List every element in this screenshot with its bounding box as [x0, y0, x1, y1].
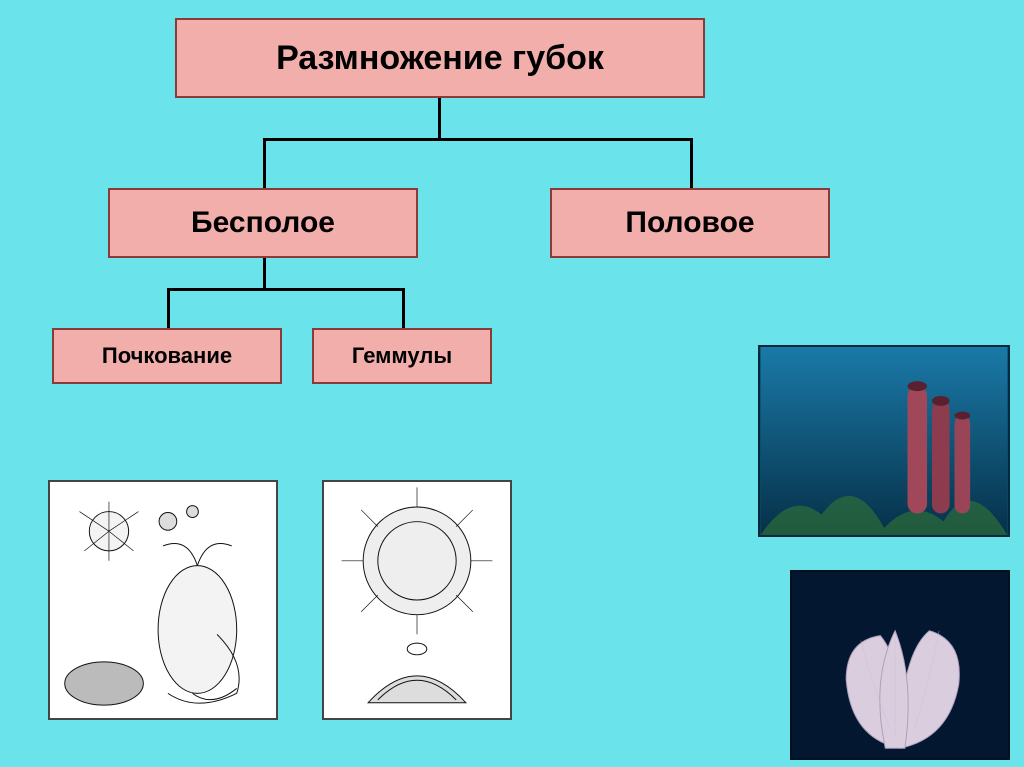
node-budding-label: Почкование: [102, 343, 232, 369]
node-root: Размножение губок: [175, 18, 705, 98]
node-budding: Почкование: [52, 328, 282, 384]
node-asexual: Бесполое: [108, 188, 418, 258]
node-root-label: Размножение губок: [276, 39, 604, 78]
node-asexual-label: Бесполое: [191, 206, 335, 240]
connector: [167, 288, 170, 328]
image-tube-sponge-photo: [758, 345, 1010, 537]
connector: [438, 98, 441, 138]
connector: [402, 288, 405, 328]
connector: [167, 288, 405, 291]
connector: [263, 138, 693, 141]
image-gemmule-sketch: [322, 480, 512, 720]
connector: [690, 138, 693, 188]
connector: [263, 138, 266, 188]
node-sexual-label: Половое: [625, 206, 754, 240]
image-budding-sketch: [48, 480, 278, 720]
image-coral-sponge-photo: [790, 570, 1010, 760]
node-gemmules-label: Геммулы: [352, 343, 452, 369]
node-gemmules: Геммулы: [312, 328, 492, 384]
node-sexual: Половое: [550, 188, 830, 258]
connector: [263, 258, 266, 288]
